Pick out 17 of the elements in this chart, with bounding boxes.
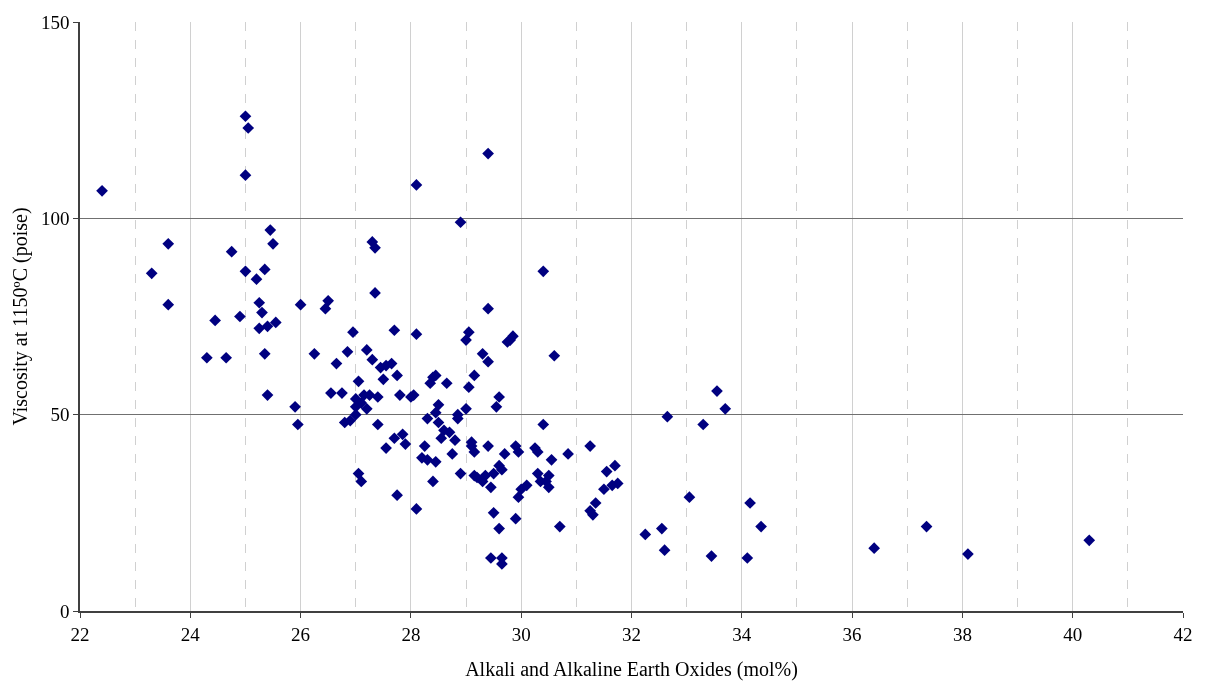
y-tick-label: 0	[59, 600, 70, 622]
y-tick-label: 100	[40, 207, 70, 229]
x-tick-label: 32	[622, 623, 641, 645]
x-tick-label: 24	[180, 623, 201, 645]
x-tick-label: 30	[511, 623, 531, 645]
x-tick-label: 34	[732, 623, 752, 645]
y-axis-title: Viscosity at 1150ºC (poise)	[8, 207, 32, 426]
x-tick-label: 22	[70, 623, 90, 645]
x-tick-label: 36	[842, 623, 862, 645]
x-tick-label: 26	[291, 623, 311, 645]
x-tick-label: 42	[1173, 623, 1193, 645]
x-tick-label: 38	[952, 623, 972, 645]
x-tick-label: 28	[401, 623, 421, 645]
y-tick-label: 150	[40, 11, 70, 33]
x-axis-title: Alkali and Alkaline Earth Oxides (mol%)	[465, 657, 798, 681]
x-tick-label: 40	[1063, 623, 1083, 645]
y-tick-label: 50	[50, 404, 70, 426]
